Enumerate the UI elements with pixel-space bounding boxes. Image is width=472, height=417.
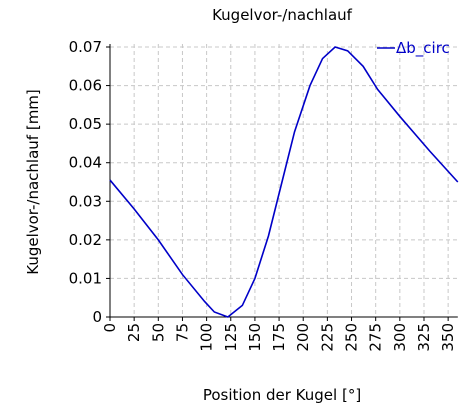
x-tick-label: 75 [173,323,191,342]
x-tick-label: 125 [222,323,240,352]
y-tick-label: 0.05 [69,115,102,133]
x-tick-label: 100 [198,323,216,352]
x-tick-label: 250 [343,323,361,352]
y-tick-label: 0.01 [69,269,102,287]
legend-label: Δb_circ [396,39,450,58]
y-tick-label: 0.02 [69,231,102,249]
x-tick-label: 275 [367,323,385,352]
x-tick-label: 175 [270,323,288,352]
y-tick-label: 0 [92,308,102,326]
x-axis-label: Position der Kugel [°] [203,386,361,404]
x-tick-label: 50 [149,323,167,342]
x-tick-label: 0 [101,323,119,333]
x-tick-label: 150 [246,323,264,352]
y-axis-label: Kugelvor-/nachlauf [mm] [24,89,42,275]
data-line [109,46,459,318]
y-tick-label: 0.07 [69,38,102,56]
x-tick-label: 225 [318,323,336,352]
y-tick-label: 0.04 [69,154,102,172]
chart-title: Kugelvor-/nachlauf [212,6,353,24]
x-tick-label: 25 [125,323,143,342]
x-tick-label: 350 [439,323,457,352]
y-tick-label: 0.03 [69,192,102,210]
y-tick-label: 0.06 [69,77,102,95]
x-tick-label: 300 [391,323,409,352]
x-tick-label: 200 [294,323,312,352]
x-tick-label: 325 [415,323,433,352]
